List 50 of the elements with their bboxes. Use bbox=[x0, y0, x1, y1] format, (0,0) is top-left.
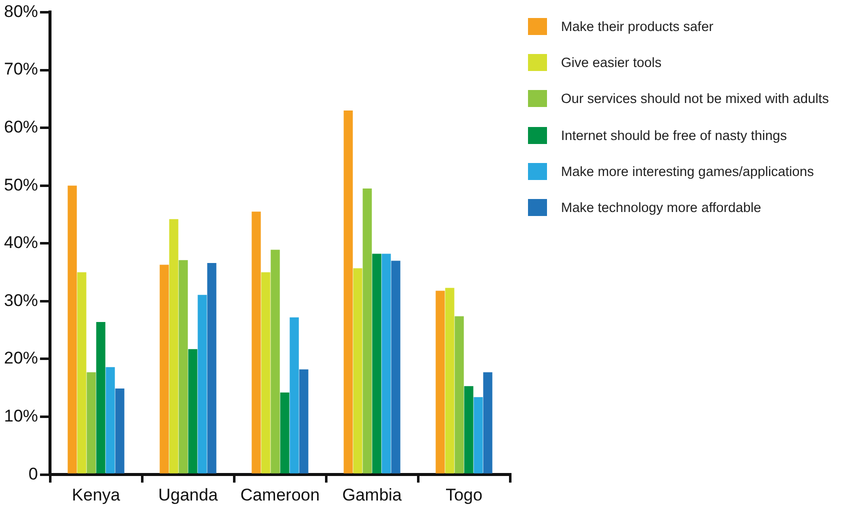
bar bbox=[280, 392, 290, 474]
bar bbox=[106, 367, 115, 474]
bar bbox=[86, 372, 96, 474]
bar bbox=[68, 186, 77, 474]
bar bbox=[454, 316, 464, 474]
bar bbox=[160, 264, 169, 474]
bar bbox=[290, 317, 299, 474]
bar bbox=[299, 369, 308, 474]
bar bbox=[198, 294, 207, 474]
bar bbox=[353, 268, 362, 474]
bar bbox=[77, 272, 86, 474]
legend-label: Make more interesting games/applications bbox=[561, 164, 814, 179]
y-tick-label: 50% bbox=[4, 175, 38, 194]
bar bbox=[391, 260, 400, 474]
bar bbox=[445, 288, 454, 474]
bar bbox=[436, 290, 445, 474]
bar bbox=[372, 254, 382, 474]
bar bbox=[270, 250, 280, 474]
bar bbox=[474, 397, 483, 474]
x-tick-label: Kenya bbox=[72, 485, 121, 504]
bar bbox=[483, 372, 492, 474]
bar bbox=[344, 110, 353, 474]
bar bbox=[252, 212, 261, 474]
bar bbox=[96, 322, 106, 474]
bar bbox=[382, 254, 391, 474]
y-tick-label: 10% bbox=[4, 406, 38, 426]
y-tick-label: 0 bbox=[28, 464, 38, 484]
bar bbox=[178, 260, 188, 474]
y-tick-label: 40% bbox=[4, 233, 38, 252]
bar bbox=[362, 188, 372, 474]
bar bbox=[188, 349, 198, 474]
legend-label: Internet should be free of nasty things bbox=[561, 128, 787, 143]
y-tick-label: 80% bbox=[4, 2, 38, 21]
x-tick-label: Gambia bbox=[342, 485, 402, 504]
y-tick-label: 20% bbox=[4, 348, 38, 368]
y-tick-label: 70% bbox=[4, 60, 38, 79]
bar bbox=[169, 219, 178, 474]
y-tick-label: 30% bbox=[4, 290, 38, 310]
x-tick-label: Uganda bbox=[158, 485, 218, 504]
legend-label: Make technology more affordable bbox=[561, 200, 762, 216]
y-tick-label: 60% bbox=[4, 117, 38, 136]
bar bbox=[207, 263, 216, 474]
bar bbox=[464, 386, 474, 474]
x-tick-label: Cameroon bbox=[240, 485, 320, 504]
legend-label: Give easier tools bbox=[561, 54, 662, 70]
legend-label: Our services should not be mixed with adults bbox=[561, 91, 829, 106]
bar bbox=[115, 388, 124, 474]
legend-label: Make their products safer bbox=[561, 18, 714, 34]
x-tick-label: Togo bbox=[446, 485, 482, 504]
bar bbox=[261, 272, 270, 474]
